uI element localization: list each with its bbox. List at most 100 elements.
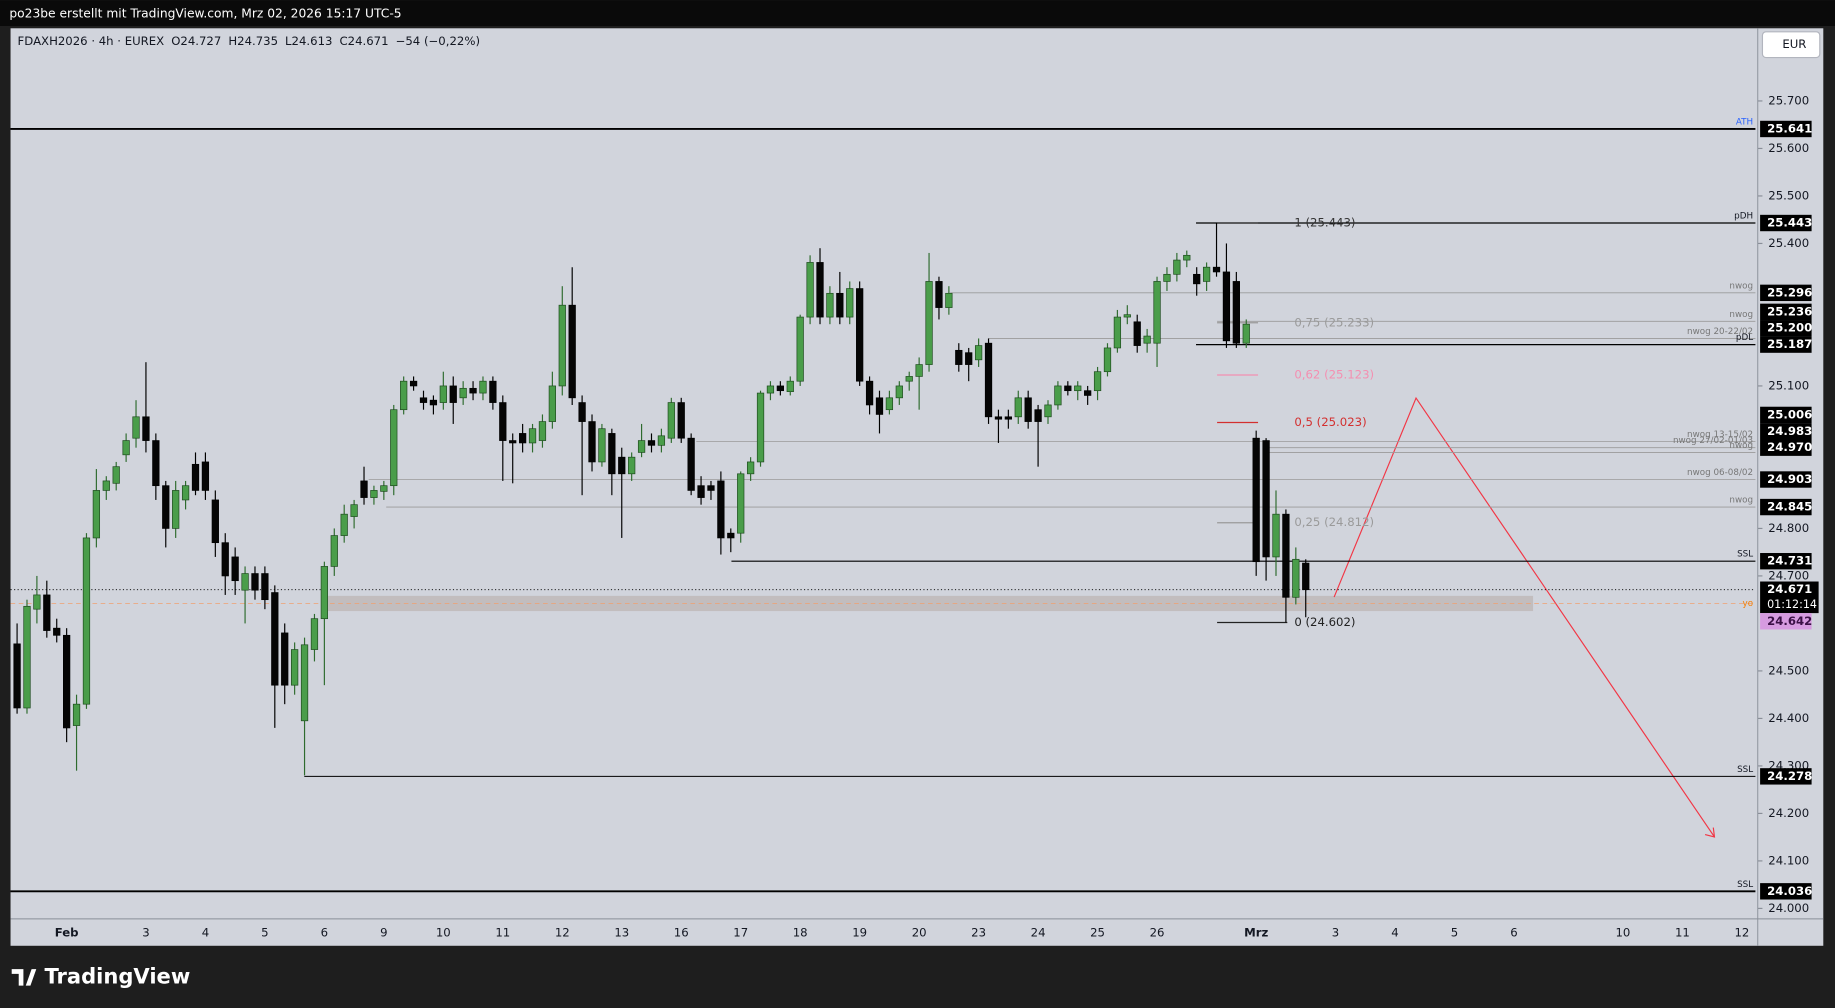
x-tick-label: 3	[142, 925, 149, 939]
candle-body	[1123, 314, 1131, 318]
candle-body	[965, 352, 973, 365]
candle-body	[1103, 347, 1112, 373]
x-tick-label: 5	[261, 925, 268, 939]
y-tick-label: 25.100	[1768, 378, 1809, 392]
candle-body	[756, 392, 765, 463]
candle-body	[92, 490, 101, 539]
candle-body	[776, 385, 784, 392]
candle-body	[82, 537, 91, 705]
price-label: 24.671	[1767, 582, 1812, 596]
candle-body	[390, 409, 398, 487]
projection	[1333, 396, 1715, 838]
price-label: 25.443	[1767, 216, 1812, 230]
candle-body	[1024, 397, 1032, 422]
y-tick-label: 24.400	[1768, 711, 1809, 725]
x-tick-label: 19	[852, 925, 867, 939]
candle-body	[905, 376, 913, 382]
price-box	[1760, 553, 1812, 570]
level-tag: SSL	[1737, 550, 1753, 560]
x-tick-label: 26	[1150, 925, 1165, 939]
candle-body	[865, 380, 874, 406]
candle-body	[241, 573, 249, 591]
candle-body	[766, 385, 775, 394]
level-tag: ATH	[1736, 117, 1753, 127]
candle-body	[1222, 271, 1231, 342]
candle-body	[856, 288, 864, 382]
candle-body	[628, 456, 636, 475]
x-tick-label: 5	[1451, 925, 1458, 939]
x-tick-label: 6	[321, 925, 328, 939]
candle-body	[251, 573, 259, 591]
fib-label: 0,5 (25.023)	[1294, 415, 1366, 429]
candle-body	[1143, 335, 1151, 344]
candle-body	[63, 634, 71, 729]
x-tick-label: Feb	[55, 925, 79, 939]
candle-body	[588, 421, 596, 463]
price-box	[1760, 439, 1812, 456]
candle-body	[836, 292, 844, 318]
candle-body	[23, 605, 31, 709]
price-label: 25.236	[1767, 304, 1812, 318]
x-tick-label: 23	[971, 925, 986, 939]
price-box	[1760, 581, 1819, 614]
fib-label: 1 (25.443)	[1294, 216, 1355, 230]
candle-body	[231, 556, 239, 582]
candle-body	[647, 440, 656, 446]
candle-body	[53, 627, 61, 636]
y-tick-label: 25.600	[1768, 141, 1809, 155]
candle-body	[221, 542, 229, 577]
candle-body	[459, 387, 467, 399]
candle-body	[737, 473, 745, 534]
candle-body	[925, 281, 933, 365]
price-box	[1760, 498, 1812, 516]
logo: TradingView	[44, 963, 190, 988]
legend-item: C24.671	[340, 34, 389, 48]
level-tag: nwog	[1729, 310, 1753, 320]
candle-body	[727, 532, 735, 539]
price-label: 24.983	[1767, 424, 1812, 438]
level-tag: nwog	[1729, 281, 1753, 291]
candle-body	[449, 385, 457, 403]
candle-body	[558, 304, 566, 387]
candle-body	[201, 461, 210, 491]
y-tick-label: 25.400	[1768, 236, 1809, 250]
level-tag: nwog 27/02-01/03	[1673, 436, 1753, 446]
y-tick-label: 24.800	[1768, 521, 1809, 535]
x-tick-label: 3	[1332, 925, 1339, 939]
x-tick-label: 11	[495, 925, 510, 939]
candle-body	[1074, 385, 1082, 392]
level-tag: nwog	[1729, 496, 1753, 506]
price-box	[1760, 471, 1812, 488]
price-box	[1760, 406, 1812, 424]
candle-body	[796, 316, 804, 382]
price-box	[1760, 883, 1812, 900]
candle-body	[578, 402, 586, 422]
candle-body	[142, 416, 150, 441]
level-tag: nwog 06-08/02	[1687, 468, 1753, 478]
candle-body	[637, 440, 646, 453]
y-tick-label: 24.200	[1768, 806, 1809, 820]
candle-body	[1292, 558, 1300, 598]
price-box	[1760, 768, 1812, 785]
candle-body	[984, 342, 993, 418]
chart-layer: 25.700 25.600 25.500 25.400 25.100 24.800 24.7…	[10, 93, 1819, 939]
candle-body	[380, 485, 388, 492]
price-box	[1760, 320, 1812, 337]
candle-body	[489, 380, 497, 403]
candle-body	[846, 288, 854, 318]
candle-body	[300, 644, 309, 722]
price-label: 24.036	[1767, 884, 1812, 898]
candle-body	[350, 504, 358, 517]
candle-body	[1163, 273, 1171, 282]
currency-box[interactable]	[1761, 31, 1821, 59]
candle-body	[112, 466, 120, 484]
price-label: 24.642	[1767, 614, 1812, 628]
candle-body	[1232, 281, 1240, 344]
currency[interactable]: EUR	[1782, 37, 1806, 51]
candle-body	[340, 513, 348, 536]
price-label: 24.970	[1767, 440, 1812, 454]
legend-item: H24.735	[228, 34, 278, 48]
y-tick-label: 24.100	[1768, 853, 1809, 867]
candle-body	[102, 480, 110, 491]
